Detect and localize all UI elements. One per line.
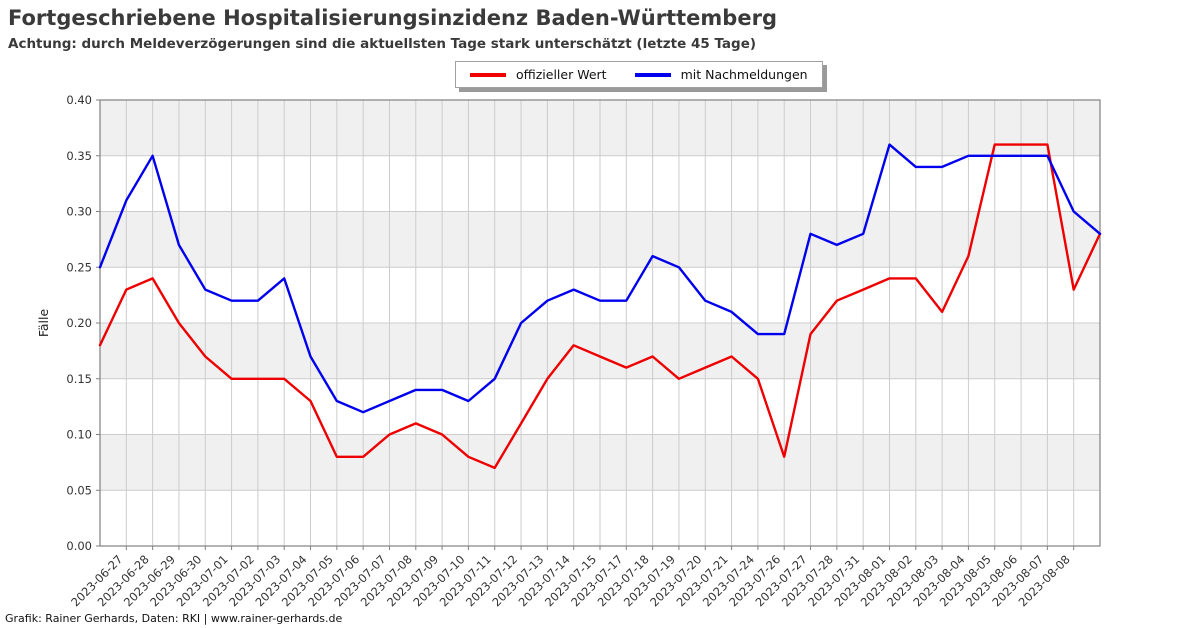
legend-item-nachmeldungen: mit Nachmeldungen — [634, 67, 808, 82]
legend-swatch-nachmeldungen-blue — [634, 72, 671, 77]
legend-label-official: offizieller Wert — [516, 67, 607, 82]
y-tick-label: 0.15 — [66, 372, 92, 386]
y-tick-label: 0.25 — [66, 260, 92, 274]
chart-title: Fortgeschriebene Hospitalisierungsinzide… — [8, 6, 777, 30]
y-tick-label: 0.40 — [66, 93, 92, 107]
line-offizieller-wert — [98, 143, 1102, 470]
y-tick-label: 0.05 — [66, 483, 92, 497]
plot-border — [99, 99, 1101, 547]
legend-swatch-official-red — [470, 72, 506, 77]
y-axis-label: Fälle — [36, 309, 51, 338]
y-tick-label: 0.10 — [66, 428, 92, 442]
legend-label-nachmeldungen: mit Nachmeldungen — [680, 67, 808, 82]
legend-item-official: offizieller Wert — [470, 67, 607, 82]
y-tick-label: 0.35 — [66, 149, 92, 163]
y-tick-label: 0.30 — [66, 205, 92, 219]
chart-subtitle: Achtung: durch Meldeverzögerungen sind d… — [8, 36, 757, 52]
legend: offizieller Wert mit Nachmeldungen — [455, 61, 823, 88]
line-mit-nachmeldungen — [98, 143, 1102, 414]
y-tick-label: 0.20 — [66, 316, 92, 330]
footer-credit: Grafik: Rainer Gerhards, Daten: RKI | ww… — [5, 612, 343, 625]
y-tick-label: 0.00 — [66, 539, 92, 553]
